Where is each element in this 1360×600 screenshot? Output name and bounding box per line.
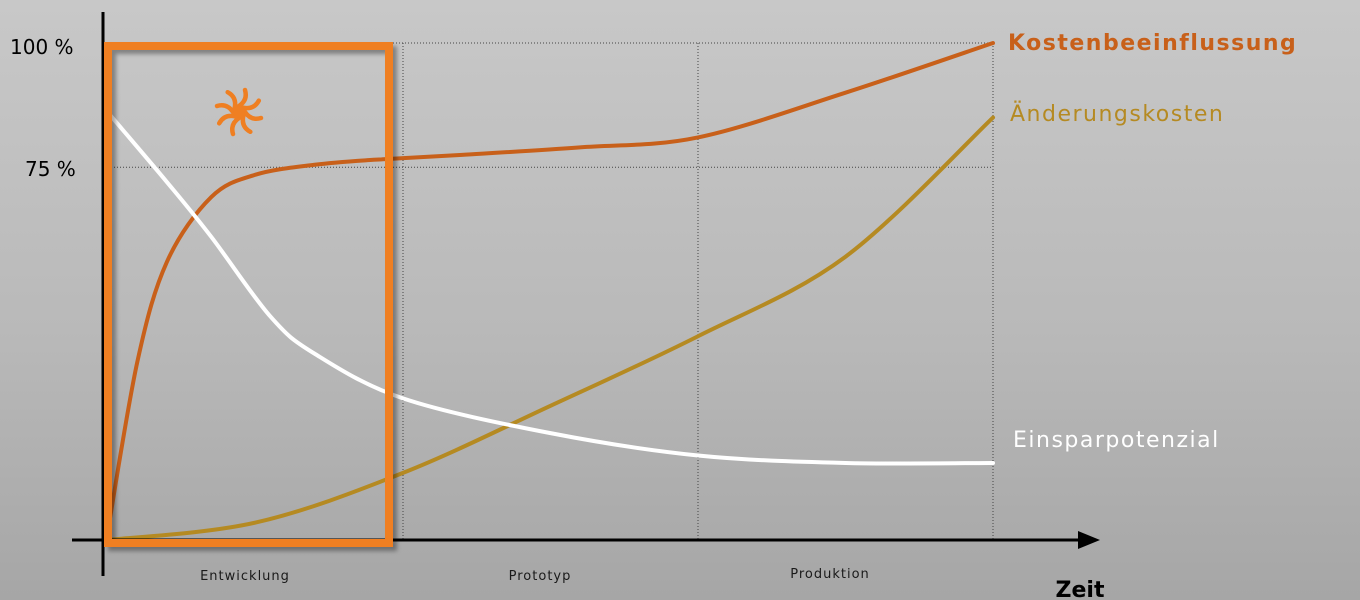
sun-icon-ray [242,109,264,121]
sun-icon-ray [216,113,238,126]
x-category-label-entwicklung: Entwicklung [200,569,290,584]
sun-icon-ray [236,87,248,109]
x-axis-title: Zeit [1056,578,1105,600]
sun-icon-core [233,106,245,118]
series-lines [106,41,995,542]
sun-icon-ray [225,89,238,111]
highlight-frame-entwicklung [104,42,393,547]
x-category-label-prototyp: Prototyp [509,569,572,584]
series-line-kostenbeeinflussung [106,41,995,533]
series-line-einsparpotenzial [106,110,995,466]
series-line-aenderungskosten [106,115,995,542]
highlight-layer [104,42,393,547]
sun-icon [214,87,264,137]
series-label-einsparpotenzial: Einsparpotenzial [1013,428,1220,453]
sun-icon-ray [240,98,262,111]
x-axis-arrowhead [1078,531,1100,549]
x-category-label-produktion: Produktion [790,567,870,582]
series-label-kostenbeeinflussung: Kostenbeeinflussung [1008,31,1297,56]
sun-icon-ray [214,103,236,115]
series-label-aenderungskosten: Änderungskosten [1010,101,1224,127]
y-tick-label-100: 100 % [10,35,74,59]
axes [72,12,1100,576]
y-tick-label-75: 75 % [25,157,76,181]
labels: 100 % 75 % Entwicklung Prototyp Produkti… [10,31,1297,600]
sun-icon-ray [240,113,253,135]
sun-icon-ray [230,115,242,137]
